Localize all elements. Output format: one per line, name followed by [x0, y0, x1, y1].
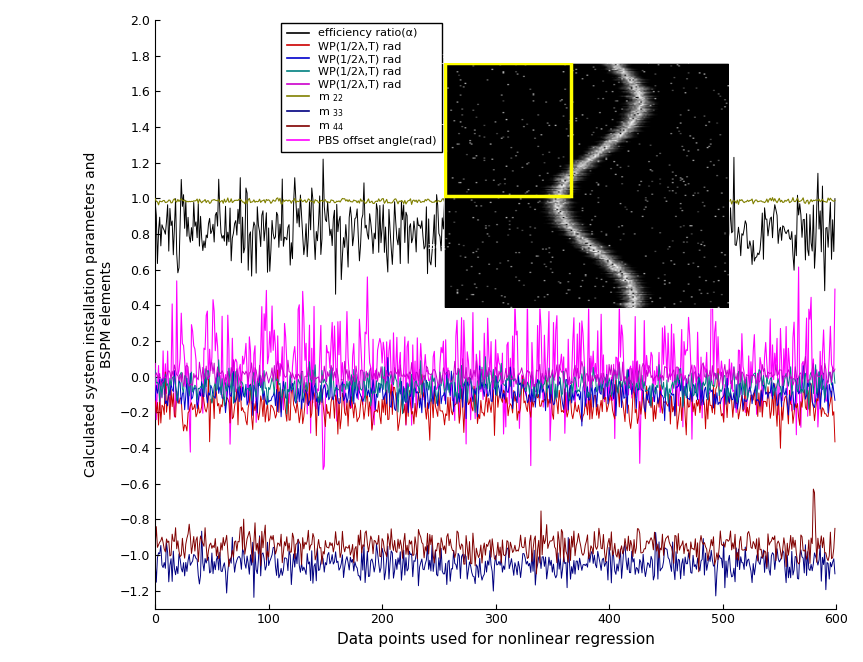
Bar [445, 64, 570, 196]
Y-axis label: Calculated system installation parameters and
BSPM elements: Calculated system installation parameter… [84, 152, 114, 477]
Legend: efficiency ratio(α), WP(1/2λ,T) rad, WP(1/2λ,T) rad, WP(1/2λ,T) rad, WP(1/2λ,T) : efficiency ratio(α), WP(1/2λ,T) rad, WP(… [281, 23, 442, 152]
X-axis label: Data points used for nonlinear regression: Data points used for nonlinear regressio… [337, 632, 654, 647]
